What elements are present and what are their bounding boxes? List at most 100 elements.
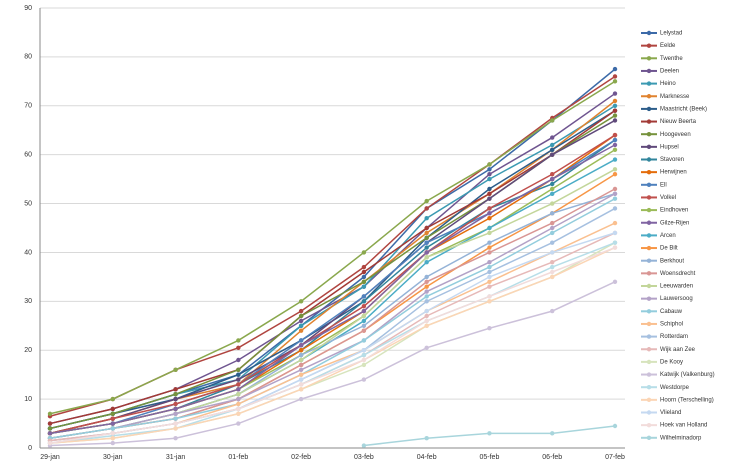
data-point bbox=[236, 411, 241, 416]
data-point bbox=[424, 235, 429, 240]
data-point bbox=[236, 357, 241, 363]
data-point bbox=[612, 113, 618, 118]
data-point bbox=[550, 260, 555, 265]
data-point bbox=[612, 279, 618, 284]
x-tick-label: 06-feb bbox=[542, 454, 562, 461]
y-tick-label: 40 bbox=[24, 249, 32, 256]
data-point bbox=[550, 308, 555, 314]
legend-label: De Kooy bbox=[660, 359, 683, 365]
data-point bbox=[361, 304, 367, 309]
data-point bbox=[298, 299, 304, 304]
data-point bbox=[487, 225, 492, 231]
data-point bbox=[612, 230, 618, 236]
data-point bbox=[550, 201, 555, 206]
data-point bbox=[361, 269, 367, 275]
legend-label: Eelde bbox=[660, 43, 676, 49]
data-point bbox=[487, 279, 492, 284]
data-point bbox=[361, 323, 367, 328]
data-point bbox=[361, 299, 367, 304]
legend-label: Woensdrecht bbox=[660, 271, 696, 277]
series-line bbox=[49, 119, 616, 435]
legend-label: Twenthe bbox=[660, 56, 683, 62]
data-point bbox=[487, 172, 492, 177]
series-line bbox=[49, 110, 616, 430]
data-point bbox=[550, 186, 555, 192]
series-line bbox=[49, 188, 616, 439]
legend-label: Westdorpe bbox=[660, 385, 690, 391]
data-point bbox=[110, 416, 115, 421]
series-line bbox=[49, 144, 616, 435]
data-point bbox=[236, 392, 241, 397]
data-point bbox=[487, 162, 492, 167]
data-point bbox=[612, 172, 618, 177]
series-line bbox=[49, 114, 616, 430]
data-point bbox=[110, 411, 115, 416]
series-line bbox=[49, 134, 616, 435]
data-point bbox=[612, 79, 618, 84]
data-point bbox=[110, 406, 115, 412]
data-point bbox=[487, 245, 492, 250]
data-point bbox=[487, 211, 492, 216]
data-point bbox=[612, 167, 618, 172]
data-point bbox=[612, 108, 618, 113]
data-point bbox=[47, 440, 53, 446]
legend-label: Ell bbox=[660, 182, 667, 188]
legend-marker bbox=[646, 435, 652, 440]
data-point bbox=[361, 338, 367, 343]
data-point bbox=[424, 284, 429, 289]
y-tick-label: 0 bbox=[28, 445, 32, 452]
data-point bbox=[110, 421, 115, 426]
data-point bbox=[424, 308, 429, 314]
legend-marker bbox=[646, 410, 652, 415]
data-point bbox=[110, 431, 115, 436]
data-point bbox=[487, 431, 492, 436]
legend-label: Wijk aan Zee bbox=[660, 347, 696, 353]
series-line bbox=[49, 110, 616, 425]
data-point bbox=[612, 245, 618, 250]
data-point bbox=[550, 181, 555, 187]
legend-label: Heino bbox=[660, 81, 676, 87]
data-point bbox=[612, 66, 618, 72]
data-point bbox=[612, 220, 618, 226]
legend-marker bbox=[646, 233, 652, 238]
data-point bbox=[236, 345, 241, 350]
data-point bbox=[110, 440, 115, 446]
series-line bbox=[49, 241, 616, 444]
data-point bbox=[612, 206, 618, 211]
data-point bbox=[487, 299, 492, 304]
series-line bbox=[49, 281, 616, 447]
series-line bbox=[363, 425, 616, 447]
data-point bbox=[550, 225, 555, 231]
legend-label: Hoogeveen bbox=[660, 132, 691, 138]
data-point bbox=[424, 250, 429, 255]
legend-marker bbox=[646, 207, 652, 213]
data-point bbox=[550, 431, 555, 436]
data-point bbox=[298, 372, 304, 377]
x-tick-label: 01-feb bbox=[228, 454, 248, 461]
data-point bbox=[487, 186, 492, 192]
data-point bbox=[487, 191, 492, 196]
series-line bbox=[49, 246, 616, 444]
data-point bbox=[424, 318, 429, 324]
data-point bbox=[361, 250, 367, 255]
data-point bbox=[550, 152, 555, 157]
data-point bbox=[424, 255, 429, 260]
data-point bbox=[550, 118, 555, 123]
data-point bbox=[361, 348, 367, 353]
data-point bbox=[47, 431, 53, 436]
data-point bbox=[173, 401, 178, 407]
data-point bbox=[173, 426, 178, 431]
legend-label: Vlieland bbox=[660, 410, 681, 416]
data-point bbox=[550, 191, 555, 196]
data-point bbox=[361, 274, 367, 280]
legend-marker bbox=[646, 422, 652, 428]
data-point bbox=[298, 352, 304, 358]
data-point bbox=[173, 416, 178, 421]
legend-marker bbox=[646, 119, 652, 124]
data-point bbox=[612, 118, 618, 123]
data-point bbox=[361, 264, 367, 270]
data-point bbox=[487, 326, 492, 331]
legend-label: Schiphol bbox=[660, 322, 683, 328]
legend-label: Deelen bbox=[660, 69, 679, 75]
